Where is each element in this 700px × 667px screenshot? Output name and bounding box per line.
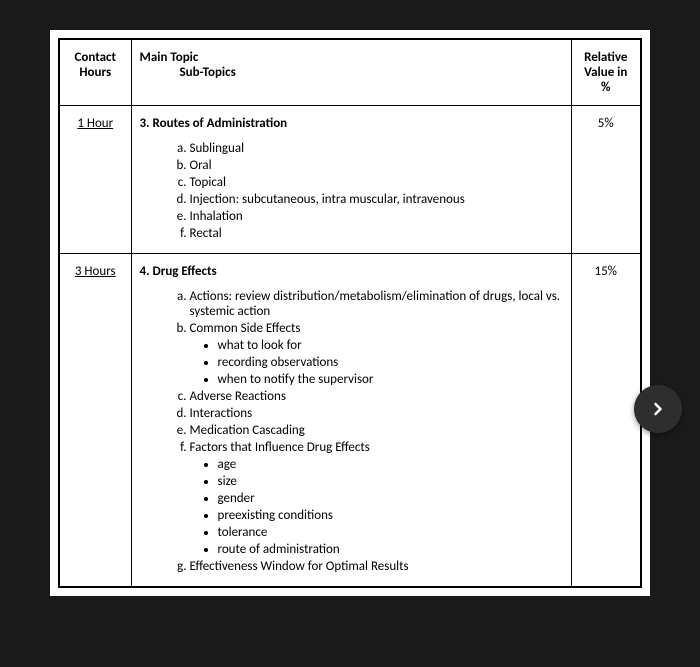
table-header-row: Contact Hours Main Topic Sub-Topics Rela… — [59, 39, 641, 106]
table-body: 1 Hour 3. Routes of Administration Subling… — [59, 106, 641, 588]
header-main-topic-label: Main Topic — [140, 50, 199, 65]
header-sub-topics-label: Sub-Topics — [140, 65, 563, 80]
bullet-list: age size gender preexisting conditions toler… — [190, 457, 563, 557]
subtopic-label: Inhalation — [190, 209, 243, 224]
bullet-item: age — [218, 457, 563, 472]
subtopic-item: Factors that Influence Drug Effects age si… — [190, 440, 563, 557]
subtopic-item: Effectiveness Window for Optimal Results — [190, 559, 563, 574]
topic-cell: 3. Routes of Administration Sublingual Ora… — [131, 106, 571, 254]
subtopic-label: Medication Cascading — [190, 423, 305, 438]
bullet-list: what to look for recording observations wh… — [190, 338, 563, 387]
subtopic-item: Inhalation — [190, 209, 563, 224]
subtopic-item: Actions: review distribution/metabolism/… — [190, 289, 563, 319]
curriculum-table: Contact Hours Main Topic Sub-Topics Rela… — [58, 38, 642, 588]
chevron-right-icon — [648, 399, 668, 419]
subtopic-list: Actions: review distribution/metabolism/… — [140, 289, 563, 574]
hours-cell: 1 Hour — [59, 106, 131, 254]
subtopic-item: Common Side Effects what to look for recor… — [190, 321, 563, 387]
subtopic-label: Injection: subcutaneous, intra muscular,… — [190, 192, 465, 207]
subtopic-label: Effectiveness Window for Optimal Results — [190, 559, 409, 574]
subtopic-item: Topical — [190, 175, 563, 190]
topic-cell: 4. Drug Effects Actions: review distribut… — [131, 254, 571, 588]
subtopic-list: Sublingual Oral Topical Injection: subcutan… — [140, 141, 563, 241]
bullet-item: preexisting conditions — [218, 508, 563, 523]
next-page-button[interactable] — [634, 385, 682, 433]
header-contact-hours: Contact Hours — [59, 39, 131, 106]
bullet-item: tolerance — [218, 525, 563, 540]
subtopic-label: Actions: review distribution/metabolism/… — [190, 289, 561, 319]
table-row: 3 Hours 4. Drug Effects Actions: review di… — [59, 254, 641, 588]
bullet-item: size — [218, 474, 563, 489]
subtopic-label: Adverse Reactions — [190, 389, 286, 404]
subtopic-label: Factors that Influence Drug Effects — [190, 440, 370, 455]
subtopic-label: Oral — [190, 158, 212, 173]
subtopic-item: Sublingual — [190, 141, 563, 156]
hours-cell: 3 Hours — [59, 254, 131, 588]
topic-title: 4. Drug Effects — [140, 264, 563, 279]
header-main-topic: Main Topic Sub-Topics — [131, 39, 571, 106]
subtopic-label: Rectal — [190, 226, 222, 241]
value-cell: 15% — [571, 254, 641, 588]
subtopic-label: Interactions — [190, 406, 253, 421]
subtopic-item: Interactions — [190, 406, 563, 421]
subtopic-item: Injection: subcutaneous, intra muscular,… — [190, 192, 563, 207]
subtopic-label: Common Side Effects — [190, 321, 301, 336]
document-page: Contact Hours Main Topic Sub-Topics Rela… — [50, 30, 650, 596]
subtopic-item: Oral — [190, 158, 563, 173]
subtopic-label: Sublingual — [190, 141, 245, 156]
subtopic-label: Topical — [190, 175, 226, 190]
bullet-item: when to notify the supervisor — [218, 372, 563, 387]
bullet-item: route of administration — [218, 542, 563, 557]
subtopic-item: Adverse Reactions — [190, 389, 563, 404]
subtopic-item: Medication Cascading — [190, 423, 563, 438]
bullet-item: recording observations — [218, 355, 563, 370]
value-cell: 5% — [571, 106, 641, 254]
table-row: 1 Hour 3. Routes of Administration Subling… — [59, 106, 641, 254]
header-relative-value: Relative Value in % — [571, 39, 641, 106]
bullet-item: what to look for — [218, 338, 563, 353]
bullet-item: gender — [218, 491, 563, 506]
subtopic-item: Rectal — [190, 226, 563, 241]
topic-title: 3. Routes of Administration — [140, 116, 563, 131]
